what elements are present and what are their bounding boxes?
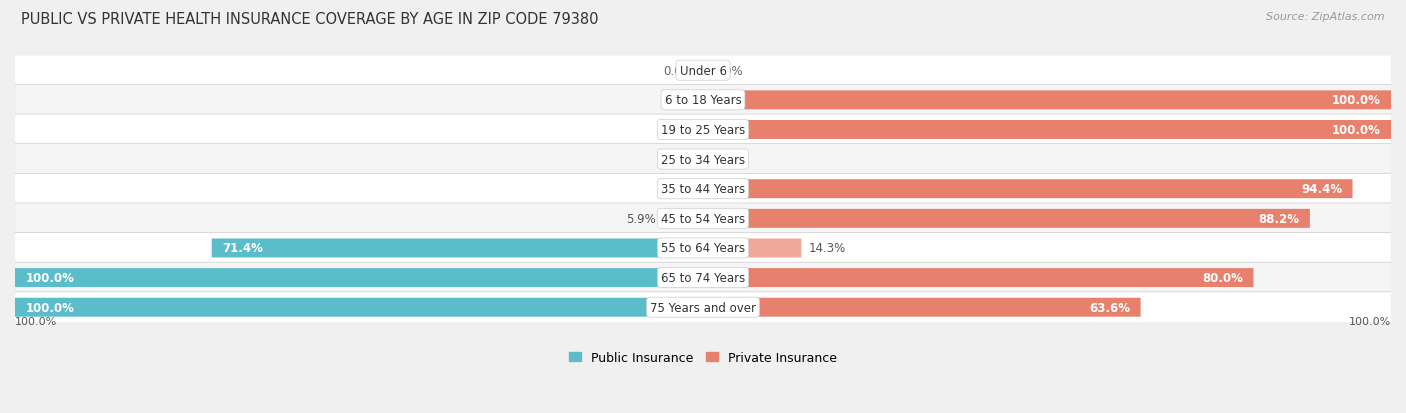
Text: 0.0%: 0.0% xyxy=(664,64,693,78)
Text: Under 6: Under 6 xyxy=(679,64,727,78)
Text: 100.0%: 100.0% xyxy=(1331,123,1381,137)
FancyBboxPatch shape xyxy=(703,180,1353,199)
FancyBboxPatch shape xyxy=(703,91,1391,110)
FancyBboxPatch shape xyxy=(703,298,1140,317)
Text: 25 to 34 Years: 25 to 34 Years xyxy=(661,153,745,166)
Text: 100.0%: 100.0% xyxy=(1348,317,1391,327)
FancyBboxPatch shape xyxy=(14,233,1392,264)
FancyBboxPatch shape xyxy=(15,298,703,317)
Text: Source: ZipAtlas.com: Source: ZipAtlas.com xyxy=(1267,12,1385,22)
Text: 45 to 54 Years: 45 to 54 Years xyxy=(661,212,745,225)
Text: 35 to 44 Years: 35 to 44 Years xyxy=(661,183,745,196)
Text: 100.0%: 100.0% xyxy=(1331,94,1381,107)
Text: 0.0%: 0.0% xyxy=(713,64,742,78)
FancyBboxPatch shape xyxy=(662,209,703,228)
FancyBboxPatch shape xyxy=(14,263,1392,293)
Text: 0.0%: 0.0% xyxy=(664,123,693,137)
FancyBboxPatch shape xyxy=(14,174,1392,204)
Text: 55 to 64 Years: 55 to 64 Years xyxy=(661,242,745,255)
FancyBboxPatch shape xyxy=(14,85,1392,116)
Text: 71.4%: 71.4% xyxy=(222,242,263,255)
FancyBboxPatch shape xyxy=(703,121,1391,140)
FancyBboxPatch shape xyxy=(14,292,1392,323)
Text: 63.6%: 63.6% xyxy=(1090,301,1130,314)
Text: PUBLIC VS PRIVATE HEALTH INSURANCE COVERAGE BY AGE IN ZIP CODE 79380: PUBLIC VS PRIVATE HEALTH INSURANCE COVER… xyxy=(21,12,599,27)
FancyBboxPatch shape xyxy=(703,239,801,258)
FancyBboxPatch shape xyxy=(14,144,1392,175)
Text: 19 to 25 Years: 19 to 25 Years xyxy=(661,123,745,137)
FancyBboxPatch shape xyxy=(15,268,703,287)
Text: 80.0%: 80.0% xyxy=(1202,271,1243,285)
Text: 14.3%: 14.3% xyxy=(808,242,845,255)
FancyBboxPatch shape xyxy=(703,209,1310,228)
Text: 65 to 74 Years: 65 to 74 Years xyxy=(661,271,745,285)
FancyBboxPatch shape xyxy=(212,239,703,258)
Text: 6 to 18 Years: 6 to 18 Years xyxy=(665,94,741,107)
Text: 75 Years and over: 75 Years and over xyxy=(650,301,756,314)
Text: 0.0%: 0.0% xyxy=(664,94,693,107)
FancyBboxPatch shape xyxy=(14,204,1392,234)
FancyBboxPatch shape xyxy=(14,56,1392,86)
Text: 88.2%: 88.2% xyxy=(1258,212,1299,225)
Text: 0.0%: 0.0% xyxy=(713,153,742,166)
Text: 100.0%: 100.0% xyxy=(25,301,75,314)
Text: 5.9%: 5.9% xyxy=(626,212,655,225)
FancyBboxPatch shape xyxy=(703,268,1254,287)
Text: 0.0%: 0.0% xyxy=(664,153,693,166)
FancyBboxPatch shape xyxy=(14,115,1392,145)
Text: 100.0%: 100.0% xyxy=(25,271,75,285)
Text: 94.4%: 94.4% xyxy=(1301,183,1343,196)
Legend: Public Insurance, Private Insurance: Public Insurance, Private Insurance xyxy=(568,351,838,364)
Text: 0.0%: 0.0% xyxy=(664,183,693,196)
Text: 100.0%: 100.0% xyxy=(15,317,58,327)
